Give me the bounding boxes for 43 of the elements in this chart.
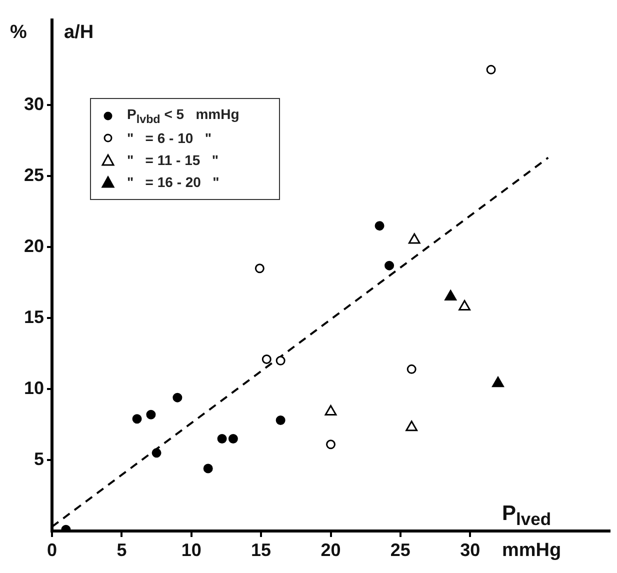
x-tick-label: 0: [46, 540, 58, 560]
point: [374, 221, 384, 231]
text: %: [10, 22, 27, 44]
point: [324, 405, 337, 416]
y-tick-label: 25: [24, 165, 44, 186]
legend-label: " = 11 - 15 ": [127, 152, 218, 168]
point: [276, 356, 286, 366]
y-tick-label: 5: [34, 448, 44, 469]
legend-label: " = 16 - 20 ": [127, 174, 220, 190]
legend-label: " = 6 - 10 ": [127, 130, 212, 146]
y-tick-label: 10: [24, 378, 44, 398]
point: [203, 464, 213, 474]
point: [132, 414, 142, 424]
point: [486, 64, 496, 74]
legend-label: P$_{lvbd}$ < 5 mmHg: [127, 106, 240, 126]
point: [458, 300, 470, 310]
x-tick-label: 25: [390, 540, 410, 560]
point: [492, 376, 504, 388]
x-tick-label: 10: [181, 540, 202, 560]
point: [217, 434, 227, 444]
point: [152, 448, 162, 458]
point: [146, 410, 156, 420]
point: [384, 260, 394, 270]
point: [444, 290, 457, 301]
y-tick-label: 20: [24, 236, 44, 256]
point: [254, 264, 264, 274]
point: [326, 440, 336, 450]
point: [406, 364, 416, 374]
point: [276, 416, 286, 426]
y-tick-label: 15: [24, 307, 44, 328]
x-tick-label: 5: [116, 540, 127, 560]
x-tick-label: 30: [460, 540, 480, 560]
y-tick-label: 30: [24, 94, 44, 114]
point: [408, 233, 420, 244]
x-tick-label: 20: [320, 540, 341, 560]
point: [262, 354, 272, 364]
point: [406, 420, 418, 432]
point: [172, 392, 182, 402]
text: mmHg: [502, 540, 562, 562]
x-tick-label: 15: [251, 540, 272, 560]
point: [228, 434, 238, 444]
x-axis-title: P$_{lved}$: [502, 502, 552, 530]
y-axis-title: a/H: [64, 22, 94, 44]
